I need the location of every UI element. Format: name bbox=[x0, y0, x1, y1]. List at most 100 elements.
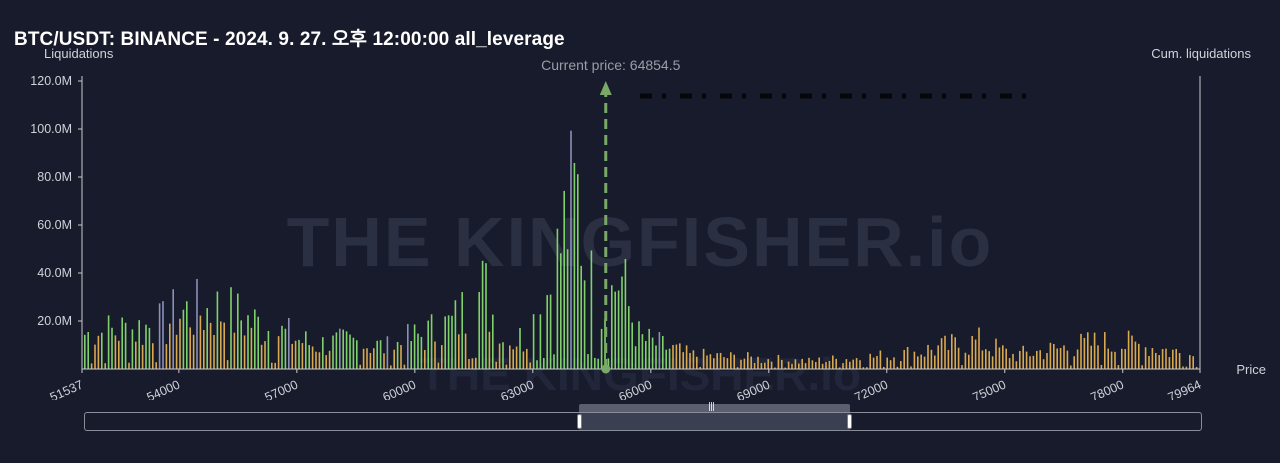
liquidation-bar bbox=[723, 357, 725, 369]
liquidation-bar bbox=[866, 367, 868, 369]
liquidation-bar bbox=[828, 360, 831, 369]
liquidation-bar bbox=[1039, 350, 1041, 369]
liquidation-bar bbox=[998, 347, 1001, 369]
liquidation-bar bbox=[668, 348, 671, 369]
liquidation-bar bbox=[237, 293, 239, 369]
liquidation-bar bbox=[536, 360, 538, 369]
liquidation-bar bbox=[152, 343, 154, 369]
liquidation-bar bbox=[855, 358, 858, 369]
liquidation-bar bbox=[930, 349, 933, 369]
liquidation-bar bbox=[1083, 337, 1086, 369]
liquidation-bar bbox=[923, 356, 926, 369]
liquidation-bar bbox=[672, 345, 674, 369]
liquidation-bar bbox=[118, 340, 120, 369]
liquidation-bar bbox=[379, 340, 382, 369]
liquidation-bar bbox=[560, 253, 562, 369]
watermark-text: THE KINGFISHER.io bbox=[287, 203, 994, 281]
range-scrollbar-tab[interactable] bbox=[579, 404, 850, 413]
liquidation-bar bbox=[267, 330, 270, 369]
liquidation-bar bbox=[383, 353, 385, 369]
liquidation-bar bbox=[1189, 355, 1191, 369]
liquidation-bar bbox=[699, 366, 701, 369]
range-handle-right[interactable] bbox=[847, 414, 852, 429]
liquidation-bar bbox=[1158, 355, 1160, 369]
liquidation-bar bbox=[713, 358, 715, 369]
liquidation-bar bbox=[240, 320, 242, 369]
liquidation-bar bbox=[203, 330, 205, 369]
liquidation-bar bbox=[1008, 358, 1011, 369]
chart-title: BTC/USDT: BINANCE - 2024. 9. 27. 오후 12:0… bbox=[14, 29, 565, 50]
liquidation-bar bbox=[1192, 356, 1194, 369]
liquidation-bar bbox=[583, 280, 586, 369]
range-handle-left[interactable] bbox=[577, 414, 582, 429]
liquidation-bar bbox=[131, 329, 134, 369]
liquidation-bar bbox=[349, 334, 351, 369]
liquidation-bar bbox=[169, 323, 171, 369]
liquidation-bar bbox=[543, 357, 545, 369]
liquidation-bar bbox=[750, 356, 752, 369]
liquidation-bar bbox=[352, 337, 355, 369]
liquidation-bar bbox=[526, 348, 528, 369]
liquidation-bar bbox=[716, 353, 718, 369]
liquidation-bar bbox=[546, 295, 548, 369]
liquidation-bar bbox=[682, 352, 684, 369]
liquidation-bar bbox=[413, 324, 416, 369]
liquidation-bar bbox=[260, 344, 263, 369]
liquidation-bar bbox=[481, 260, 484, 369]
liquidation-bar bbox=[539, 314, 542, 369]
liquidation-bar bbox=[138, 320, 140, 369]
liquidation-bar bbox=[600, 328, 603, 369]
liquidation-bar bbox=[988, 351, 990, 369]
liquidation-bar bbox=[757, 356, 759, 369]
liquidation-bar bbox=[951, 334, 953, 369]
grip-icon[interactable]: ||| bbox=[708, 402, 715, 412]
liquidation-bar bbox=[373, 348, 375, 369]
liquidation-bar bbox=[124, 322, 127, 369]
liquidation-bar bbox=[165, 344, 168, 369]
x-tick-label: 60000 bbox=[381, 378, 418, 400]
liquidation-bar bbox=[1097, 345, 1099, 369]
liquidation-bar bbox=[447, 315, 450, 369]
liquidation-bar bbox=[519, 327, 521, 369]
liquidation-bar bbox=[271, 362, 273, 369]
current-price-dot bbox=[601, 364, 611, 374]
liquidation-bar bbox=[1165, 348, 1167, 369]
liquidation-bar bbox=[1059, 347, 1062, 369]
liquidation-bar bbox=[505, 364, 508, 369]
liquidation-bar bbox=[648, 328, 650, 369]
liquidation-bar bbox=[172, 289, 174, 369]
liquidation-bar bbox=[213, 335, 215, 369]
liquidation-bar bbox=[97, 335, 100, 369]
liquidation-bar bbox=[529, 362, 531, 369]
liquidation-bar bbox=[400, 345, 402, 369]
liquidation-bar bbox=[917, 356, 919, 369]
liquidation-bar bbox=[396, 341, 399, 369]
range-scrollbar-window[interactable] bbox=[579, 412, 850, 431]
liquidation-bar bbox=[410, 341, 412, 369]
liquidation-bar bbox=[838, 367, 841, 369]
liquidation-bar bbox=[488, 331, 491, 369]
liquidation-bar bbox=[478, 291, 480, 369]
liquidation-bar bbox=[1107, 348, 1109, 369]
liquidation-bar bbox=[437, 362, 440, 369]
liquidation-bar bbox=[1104, 332, 1106, 369]
liquidation-bar bbox=[430, 314, 433, 369]
liquidation-bar bbox=[658, 332, 661, 369]
liquidation-bar bbox=[910, 366, 912, 369]
y-tick-label: 40.0M bbox=[37, 266, 72, 280]
liquidation-bar bbox=[1002, 345, 1004, 369]
liquidation-bar bbox=[862, 367, 865, 369]
liquidation-bar bbox=[645, 340, 647, 369]
liquidation-bar bbox=[288, 317, 290, 369]
liquidation-bar bbox=[366, 348, 368, 369]
liquidation-bar bbox=[566, 249, 569, 369]
liquidation-bar bbox=[1195, 366, 1198, 369]
liquidation-bar bbox=[294, 340, 297, 369]
liquidation-bar bbox=[957, 347, 960, 369]
liquidation-bar bbox=[845, 359, 848, 369]
x-tick-label: 75000 bbox=[971, 378, 1008, 400]
liquidation-bar bbox=[1124, 349, 1126, 369]
liquidation-bar bbox=[1087, 332, 1089, 369]
liquidation-bar bbox=[733, 354, 735, 369]
